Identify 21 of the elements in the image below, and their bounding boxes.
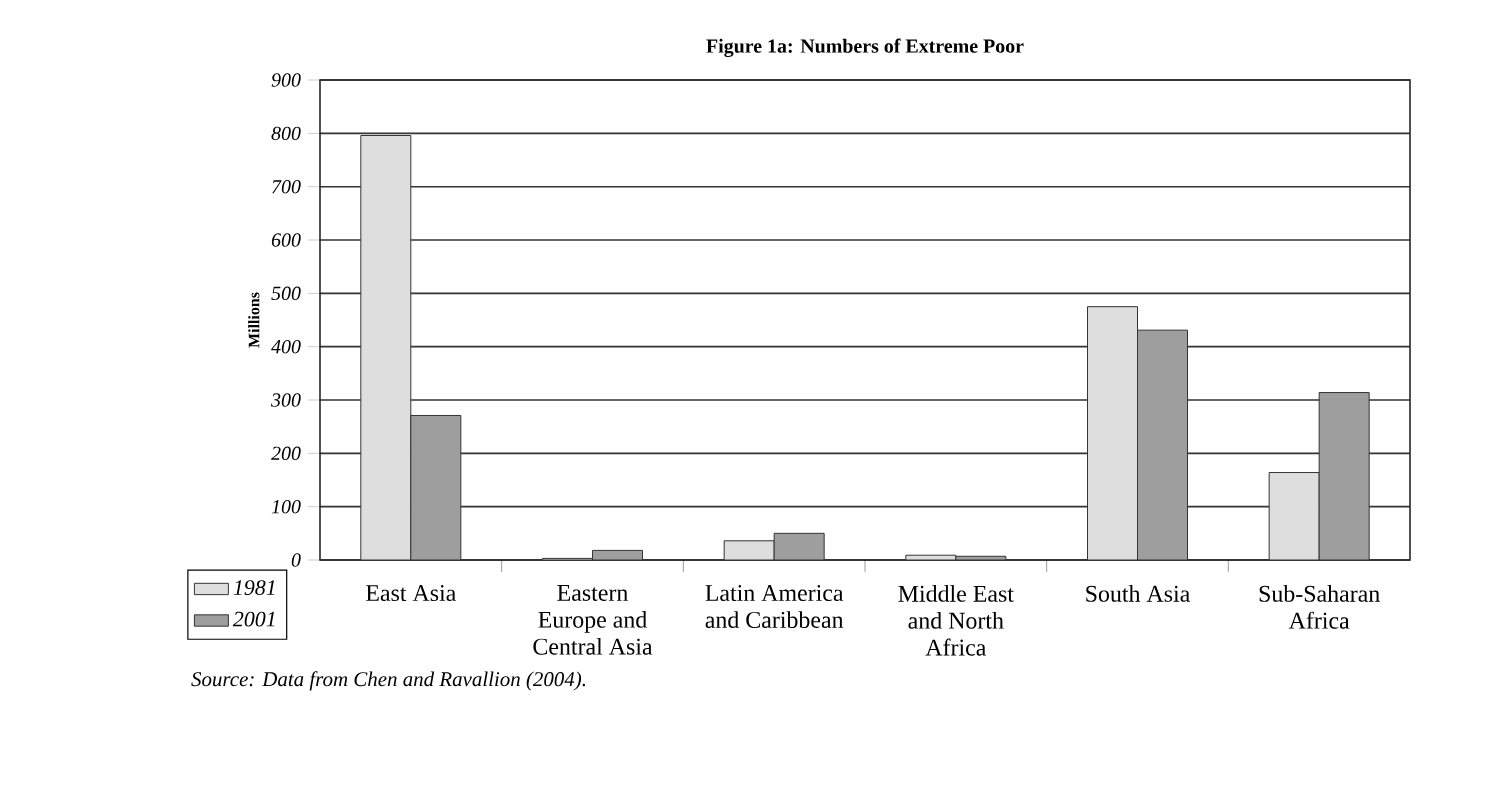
legend-label: 2001 (232, 611, 275, 627)
y-tick-label: 300 (271, 393, 301, 407)
y-tick-label: 500 (271, 286, 301, 301)
x-tick-label: Sub-Saharan Africa (1259, 585, 1380, 629)
y-tick-label: 0 (291, 553, 301, 567)
chart-title: Figure 1a: Numbers of Extreme Poor (706, 38, 1024, 58)
x-tick-label: Latin America and Caribbean (705, 585, 844, 628)
x-tick-label: Middle East and North Africa (898, 585, 1014, 656)
y-tick-label: 100 (271, 499, 301, 514)
y-tick-label: 400 (271, 339, 301, 354)
source-note: Source: Data from Chen and Ravallion (2004). (191, 671, 586, 691)
y-axis-title: Millions (248, 292, 260, 348)
x-tick-label: East Asia (366, 585, 456, 602)
x-tick-label: Eastern Europe and Central Asia (533, 585, 653, 655)
y-tick-label: 600 (271, 233, 301, 247)
y-tick-label: 800 (271, 126, 301, 141)
legend-label: 1981 (233, 580, 275, 595)
x-tick-label: South Asia (1086, 585, 1190, 602)
y-tick-label: 900 (271, 73, 301, 87)
y-tick-label: 700 (272, 179, 301, 194)
y-tick-label: 200 (271, 446, 301, 461)
